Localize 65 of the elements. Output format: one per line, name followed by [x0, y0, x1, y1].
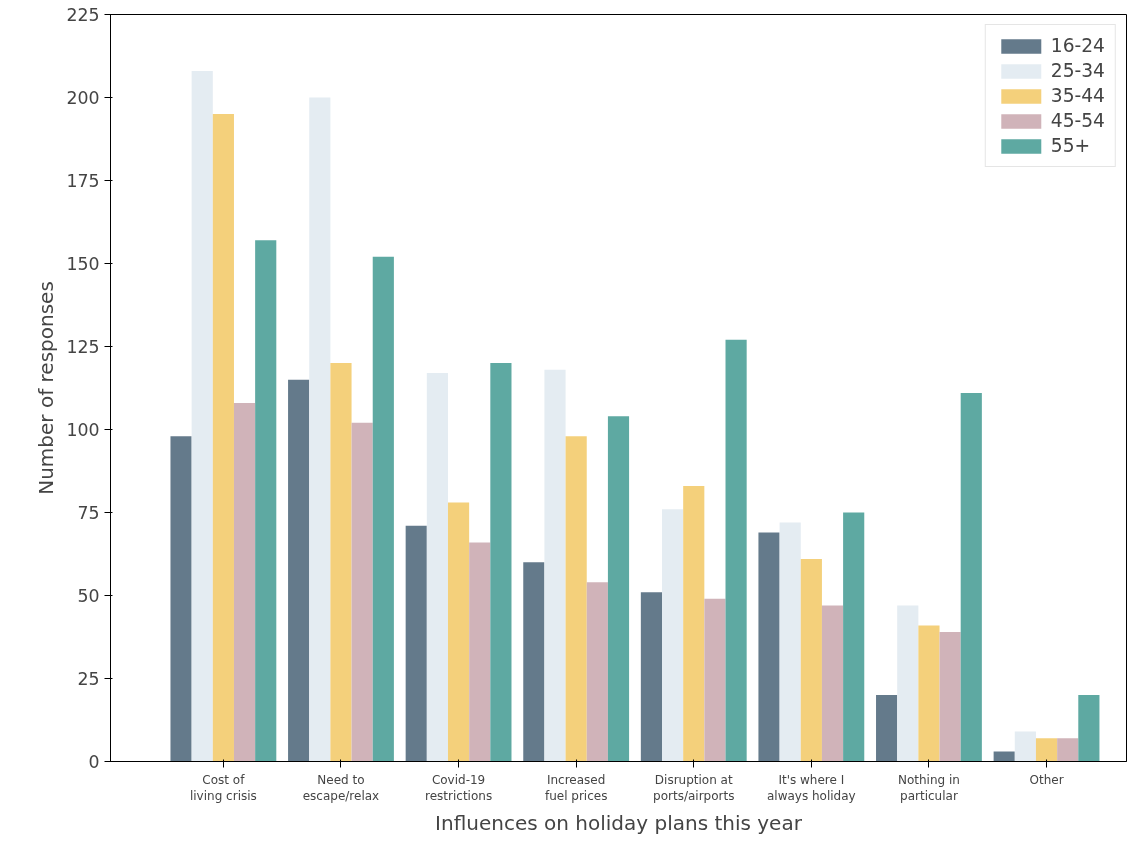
bar: [426, 373, 448, 762]
x-tick-label: Need to escape/relax: [302, 772, 380, 804]
bar: [1078, 695, 1100, 762]
y-tick-label: 125: [66, 337, 100, 357]
bar: [351, 422, 373, 762]
y-tick-label: 175: [66, 171, 100, 191]
bar: [1057, 738, 1079, 762]
y-tick-label: 200: [66, 88, 100, 108]
x-tick-label: Covid-19 restrictions: [425, 772, 493, 804]
bar: [843, 512, 865, 762]
bar: [330, 363, 352, 762]
bar: [523, 562, 545, 762]
bar: [758, 532, 780, 762]
y-tick-label: 75: [77, 503, 100, 523]
bar: [897, 605, 919, 762]
bar: [1035, 738, 1058, 762]
bar: [1014, 731, 1036, 762]
bar: [725, 339, 747, 762]
y-tick-label: 50: [77, 586, 100, 606]
legend-label: 55+: [1050, 135, 1091, 156]
bar: [993, 751, 1015, 762]
legend-label: 45-54: [1050, 110, 1105, 131]
bar: [586, 582, 608, 762]
y-tick-label: 25: [77, 669, 100, 689]
y-axis-title: Number of responses: [34, 281, 59, 495]
y-tick-label: 150: [66, 254, 100, 274]
bar: [565, 436, 587, 762]
legend-label: 25-34: [1050, 60, 1105, 81]
bar: [469, 542, 491, 762]
x-tick-label: Nothing in particular: [897, 772, 960, 804]
x-tick-label: Increased fuel prices: [544, 772, 608, 804]
bar: [918, 625, 940, 762]
x-tick-label: Disruption at ports/airports: [653, 772, 735, 804]
x-axis-title: Influences on holiday plans this year: [435, 811, 803, 836]
x-tick-label: Cost of living crisis: [189, 772, 257, 804]
y-tick-label: 100: [66, 420, 100, 440]
bar: [212, 114, 234, 762]
bar: [662, 509, 684, 762]
legend-label: 35-44: [1050, 85, 1105, 106]
bar: [683, 485, 705, 762]
bar: [191, 70, 213, 762]
bar: [607, 416, 630, 762]
bar: [288, 379, 310, 762]
x-tick-label: Other: [1029, 772, 1064, 787]
bar: [490, 363, 512, 762]
bar: [233, 402, 256, 762]
bar: [821, 605, 844, 762]
bar: [876, 695, 898, 762]
y-tick-label: 0: [88, 752, 100, 772]
bar: [779, 522, 801, 762]
bar: [447, 502, 470, 762]
bar: [170, 436, 192, 762]
bar: [960, 392, 982, 762]
bar: [405, 525, 427, 762]
bar: [544, 369, 566, 762]
bar: [939, 632, 961, 762]
x-tick-label: It's where I always holiday: [767, 772, 856, 804]
bar: [800, 558, 822, 762]
legend-label: 16-24: [1050, 35, 1105, 56]
y-tick-label: 225: [66, 5, 100, 25]
bar: [309, 97, 331, 762]
bar: [372, 256, 394, 762]
bar: [640, 592, 663, 762]
bar: [255, 240, 277, 762]
bar: [704, 598, 726, 762]
